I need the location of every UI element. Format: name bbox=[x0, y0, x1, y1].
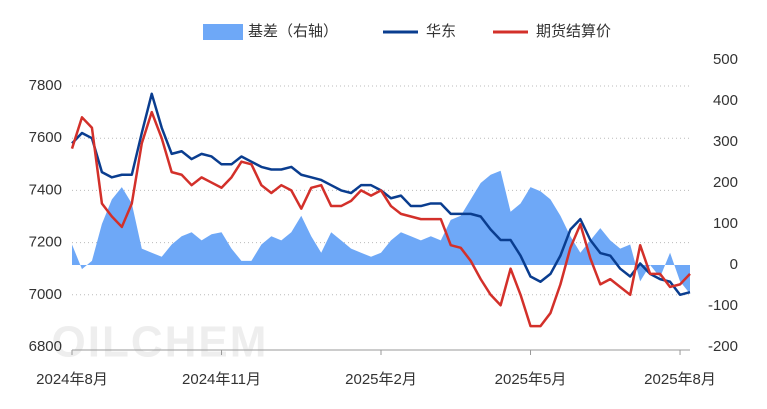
y2-tick-label: 500 bbox=[713, 51, 738, 68]
y2-tick-label: 0 bbox=[730, 256, 738, 273]
y2-tick-label: 300 bbox=[713, 133, 738, 150]
y-tick-label: 7400 bbox=[29, 181, 62, 198]
y-tick-label: 7200 bbox=[29, 234, 62, 251]
series-line bbox=[70, 110, 691, 328]
x-tick-label: 2024年11月 bbox=[182, 371, 261, 388]
x-tick-label: 2024年8月 bbox=[36, 371, 108, 388]
legend-label: 基差（右轴） bbox=[248, 23, 338, 40]
x-tick-label: 2025年5月 bbox=[495, 371, 567, 388]
x-tick-label: 2025年8月 bbox=[644, 371, 716, 388]
y-tick-label: 7800 bbox=[29, 77, 62, 94]
x-tick-label: 2025年2月 bbox=[345, 371, 417, 388]
y-tick-label: 7600 bbox=[29, 129, 62, 146]
legend-swatch bbox=[203, 24, 243, 40]
y-tick-label: 7000 bbox=[29, 286, 62, 303]
basis-area bbox=[72, 170, 690, 294]
y2-tick-label: -200 bbox=[708, 338, 738, 355]
y2-tick-label: -100 bbox=[708, 297, 738, 314]
y2-tick-label: 100 bbox=[713, 215, 738, 232]
y-tick-label: 6800 bbox=[29, 338, 62, 355]
legend-label: 华东 bbox=[426, 23, 456, 40]
y2-tick-label: 400 bbox=[713, 92, 738, 109]
legend-label: 期货结算价 bbox=[536, 22, 611, 40]
y2-tick-label: 200 bbox=[713, 174, 738, 191]
watermark: OILCHEM bbox=[52, 318, 269, 367]
